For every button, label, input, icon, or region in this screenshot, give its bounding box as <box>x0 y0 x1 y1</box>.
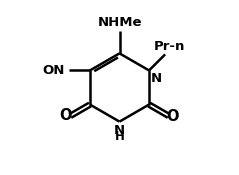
Text: ON: ON <box>43 64 65 77</box>
Text: Pr-n: Pr-n <box>154 40 185 54</box>
Text: N: N <box>151 72 162 85</box>
Text: NHMe: NHMe <box>98 16 142 29</box>
Text: N: N <box>114 124 125 137</box>
Text: O: O <box>166 109 179 124</box>
Text: H: H <box>114 130 125 142</box>
Text: O: O <box>60 108 72 123</box>
